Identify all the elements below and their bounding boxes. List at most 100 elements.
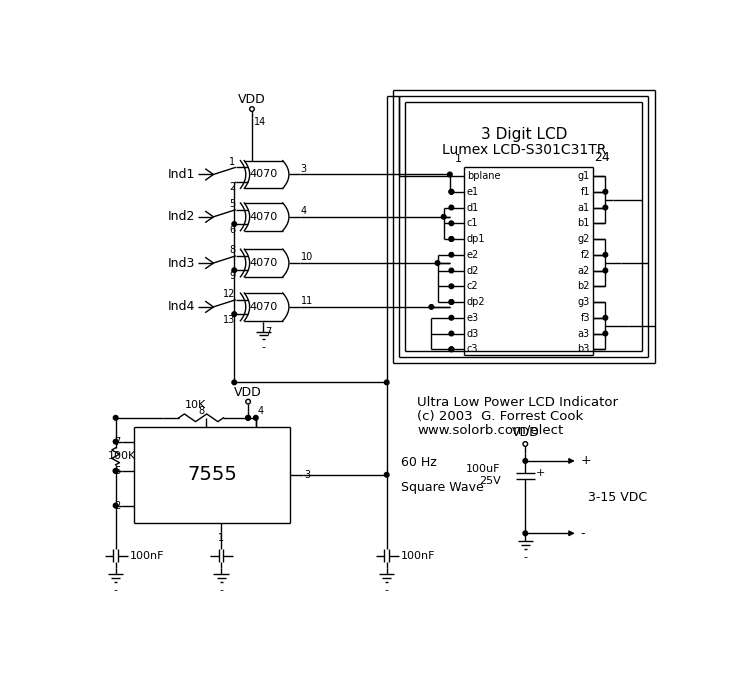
Text: -: -	[261, 342, 266, 352]
Text: 25V: 25V	[479, 476, 500, 486]
Text: Ind3: Ind3	[168, 256, 195, 269]
Circle shape	[246, 415, 250, 420]
Text: 4070: 4070	[249, 302, 277, 312]
Text: 100K: 100K	[108, 451, 137, 461]
Circle shape	[603, 252, 607, 257]
Text: f3: f3	[581, 313, 590, 323]
Text: b1: b1	[578, 218, 590, 228]
Text: -: -	[384, 585, 389, 595]
Text: d1: d1	[466, 202, 479, 213]
Circle shape	[232, 312, 237, 317]
Text: e3: e3	[466, 313, 479, 323]
Circle shape	[232, 268, 237, 272]
Text: 100uF: 100uF	[466, 464, 500, 473]
Circle shape	[114, 439, 118, 444]
Text: Square Wave: Square Wave	[401, 481, 483, 494]
Circle shape	[114, 469, 118, 473]
Circle shape	[603, 268, 607, 273]
Circle shape	[523, 531, 528, 536]
Text: 10: 10	[300, 252, 313, 262]
Circle shape	[232, 380, 237, 384]
Circle shape	[523, 442, 528, 446]
Text: a2: a2	[578, 265, 590, 276]
Circle shape	[449, 221, 454, 226]
Text: 12: 12	[223, 289, 235, 299]
Text: 6: 6	[114, 466, 120, 476]
Text: f1: f1	[581, 187, 590, 197]
Circle shape	[449, 300, 454, 304]
Text: 8: 8	[198, 406, 204, 417]
Text: 4070: 4070	[249, 212, 277, 222]
Circle shape	[449, 300, 454, 304]
Circle shape	[603, 205, 607, 210]
Text: 4070: 4070	[249, 170, 277, 179]
Circle shape	[435, 261, 440, 265]
Text: 1: 1	[218, 534, 224, 543]
Text: a3: a3	[578, 328, 590, 339]
Text: -: -	[581, 527, 585, 540]
Circle shape	[449, 189, 454, 194]
Circle shape	[449, 237, 454, 241]
Circle shape	[384, 380, 389, 384]
Text: 9: 9	[229, 271, 235, 281]
Text: 1: 1	[455, 154, 462, 163]
Text: bplane: bplane	[466, 171, 500, 181]
Text: Lumex LCD-S301C31TR: Lumex LCD-S301C31TR	[441, 143, 606, 157]
Text: b2: b2	[577, 281, 590, 291]
Text: 4: 4	[258, 406, 263, 417]
Text: 7: 7	[114, 436, 120, 447]
Circle shape	[441, 215, 446, 219]
Circle shape	[449, 331, 454, 336]
Text: 60 Hz: 60 Hz	[401, 456, 436, 469]
Text: 100nF: 100nF	[401, 551, 435, 561]
Text: 10K: 10K	[185, 400, 206, 410]
Text: g1: g1	[578, 171, 590, 181]
Text: 1: 1	[229, 157, 235, 166]
Circle shape	[114, 469, 118, 473]
Circle shape	[253, 415, 258, 420]
Text: Ind1: Ind1	[168, 168, 195, 181]
Text: 4070: 4070	[249, 258, 277, 268]
Text: 6: 6	[229, 225, 235, 235]
Text: 4: 4	[300, 206, 306, 216]
Text: 13: 13	[223, 315, 235, 325]
Circle shape	[246, 399, 250, 404]
Circle shape	[603, 331, 607, 336]
Text: 3: 3	[300, 163, 306, 174]
Text: VDD: VDD	[234, 386, 262, 399]
Text: 5: 5	[229, 199, 235, 209]
Circle shape	[523, 458, 528, 463]
Text: VDD: VDD	[511, 426, 539, 439]
Text: 11: 11	[300, 296, 313, 306]
Text: (c) 2003  G. Forrest Cook: (c) 2003 G. Forrest Cook	[418, 410, 584, 423]
Circle shape	[232, 222, 237, 226]
Text: 2: 2	[114, 501, 120, 510]
Circle shape	[449, 205, 454, 210]
Text: 3: 3	[304, 470, 311, 479]
Text: c1: c1	[466, 218, 478, 228]
Text: 2: 2	[229, 183, 235, 192]
Circle shape	[449, 252, 454, 257]
Text: dp1: dp1	[466, 234, 486, 244]
Circle shape	[384, 473, 389, 477]
Circle shape	[246, 415, 250, 420]
Text: 100nF: 100nF	[129, 551, 164, 561]
Text: 8: 8	[229, 245, 235, 255]
Text: 3-15 VDC: 3-15 VDC	[588, 490, 647, 503]
Text: a1: a1	[578, 202, 590, 213]
Text: -: -	[523, 552, 527, 562]
Circle shape	[449, 268, 454, 273]
Text: 14: 14	[253, 117, 266, 127]
Text: 24: 24	[595, 150, 610, 163]
Text: -: -	[114, 585, 117, 595]
Text: d3: d3	[466, 328, 479, 339]
Text: Ultra Low Power LCD Indicator: Ultra Low Power LCD Indicator	[418, 396, 618, 409]
Circle shape	[114, 503, 118, 508]
Text: c3: c3	[466, 344, 478, 354]
Text: g2: g2	[578, 234, 590, 244]
Circle shape	[449, 189, 454, 194]
Circle shape	[429, 304, 434, 309]
Text: +: +	[536, 469, 545, 478]
Circle shape	[449, 315, 454, 320]
Text: e1: e1	[466, 187, 479, 197]
